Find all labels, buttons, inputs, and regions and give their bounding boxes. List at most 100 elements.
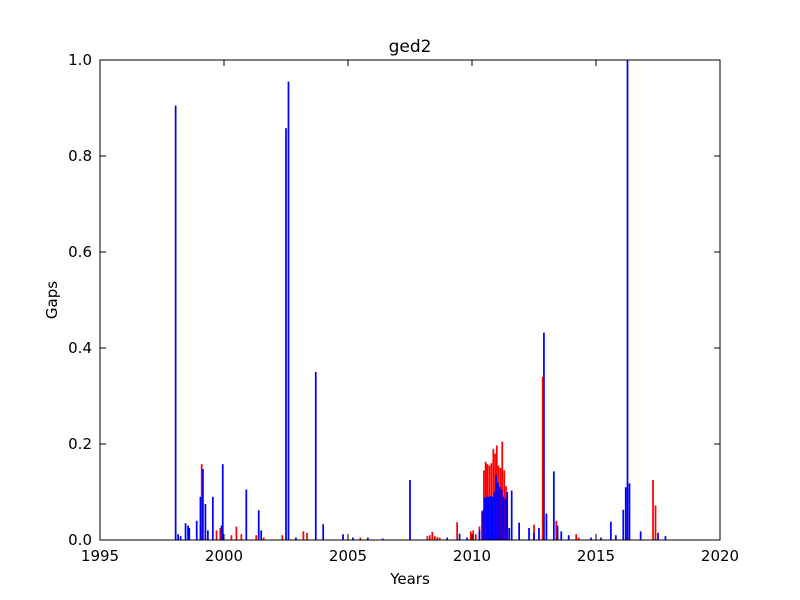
blue-bar-39: [497, 482, 499, 540]
blue-bar-8: [202, 468, 204, 540]
blue-bar-30: [478, 530, 481, 540]
red-bar-0: [200, 464, 203, 540]
red-bar-39: [555, 520, 558, 540]
blue-bar-63: [626, 60, 629, 540]
blue-bar-34: [487, 496, 490, 540]
blue-bar-62: [624, 487, 627, 540]
red-bar-21: [474, 534, 477, 540]
x-tick-label-5: 2020: [701, 547, 739, 565]
blue-bar-55: [560, 531, 563, 540]
blue-bar-38: [495, 475, 497, 540]
red-bar-10: [306, 532, 308, 540]
plot-frame: [99, 59, 721, 541]
red-bar-41: [577, 537, 580, 540]
red-bar-16: [436, 537, 439, 540]
blue-bar-10: [207, 530, 209, 540]
ticks-layer: 1995 2000 2005 2010 2015 2020 0.0 0.2 0.4 0.6 0.8 1…: [68, 51, 739, 565]
blue-bar-32: [484, 497, 486, 540]
red-bar-14: [431, 531, 434, 540]
red-bar-19: [469, 531, 472, 540]
x-axis-label: Years: [389, 570, 430, 588]
red-bar-15: [433, 536, 436, 540]
blue-bar-42: [502, 496, 505, 540]
blue-bar-36: [491, 496, 494, 540]
y-axis-label: Gaps: [43, 281, 61, 319]
blue-bar-35: [489, 495, 492, 540]
blue-bar-58: [600, 537, 602, 540]
y-tick-label-3: 0.6: [68, 243, 92, 261]
blue-bar-54: [556, 525, 559, 540]
red-bar-1: [215, 530, 218, 540]
red-bar-8: [281, 535, 284, 540]
red-bar-5: [240, 534, 243, 540]
x-tick-label-2: 2005: [329, 547, 367, 565]
blue-bar-60: [614, 535, 617, 540]
blue-bar-43: [504, 499, 507, 540]
blue-bar-2: [179, 536, 182, 540]
red-bar-29: [492, 448, 495, 540]
blue-bar-59: [610, 521, 612, 540]
blue-bar-64: [628, 483, 631, 540]
red-bar-40: [575, 534, 578, 540]
red-bar-7: [262, 537, 265, 540]
red-bar-6: [255, 535, 258, 540]
bars-layer: [174, 60, 667, 540]
blue-bar-50: [538, 528, 540, 540]
blue-bar-45: [508, 528, 511, 540]
y-tick-label-1: 0.2: [68, 435, 92, 453]
blue-bar-13: [221, 464, 224, 540]
y-tick-label-0: 0.0: [68, 531, 92, 549]
red-bar-18: [456, 522, 458, 540]
red-bar-23: [481, 511, 483, 540]
blue-bar-20: [314, 372, 317, 540]
chart-title: ged2: [389, 37, 432, 57]
blue-bar-65: [639, 531, 642, 540]
blue-bar-57: [590, 537, 592, 540]
y-tick-label-2: 0.4: [68, 339, 92, 357]
blue-bar-41: [500, 489, 503, 540]
x-tick-label-0: 1995: [81, 547, 119, 565]
blue-bar-44: [506, 492, 509, 540]
blue-bar-53: [552, 471, 555, 540]
blue-bar-9: [204, 504, 207, 540]
red-bar-4: [235, 526, 238, 540]
x-tick-label-4: 2015: [577, 547, 615, 565]
blue-bar-11: [211, 496, 214, 540]
blue-bar-51: [543, 332, 545, 540]
blue-bar-4: [187, 525, 189, 540]
blue-bar-5: [188, 528, 191, 540]
blue-bar-52: [545, 513, 548, 540]
blue-bar-14: [245, 489, 248, 540]
red-bar-17: [438, 537, 441, 540]
blue-bar-12: [220, 525, 223, 540]
blue-bar-56: [567, 535, 570, 540]
red-bar-11: [359, 537, 362, 540]
blue-bar-31: [482, 510, 485, 540]
red-bar-38: [541, 376, 544, 540]
blue-bar-26: [409, 480, 411, 540]
blue-bar-37: [493, 492, 496, 540]
blue-bar-29: [466, 537, 468, 540]
blue-bar-47: [518, 522, 520, 540]
red-bar-37: [533, 524, 535, 540]
blue-bar-48: [528, 528, 530, 540]
red-bar-13: [428, 535, 431, 540]
red-bar-24: [483, 470, 485, 540]
x-tick-label-1: 2000: [205, 547, 243, 565]
blue-bar-27: [446, 537, 449, 540]
blue-bar-46: [510, 490, 513, 540]
blue-bar-22: [342, 534, 344, 540]
red-bar-42: [652, 480, 654, 540]
blue-bar-61: [622, 509, 625, 540]
blue-bar-67: [664, 536, 667, 540]
blue-bar-24: [366, 537, 369, 540]
blue-bar-17: [285, 128, 287, 540]
y-tick-label-5: 1.0: [68, 51, 92, 69]
y-tick-label-4: 0.8: [68, 147, 92, 165]
red-bar-2: [219, 528, 222, 540]
blue-bar-21: [322, 524, 325, 540]
red-bar-20: [472, 530, 475, 540]
blue-bar-18: [287, 81, 290, 540]
